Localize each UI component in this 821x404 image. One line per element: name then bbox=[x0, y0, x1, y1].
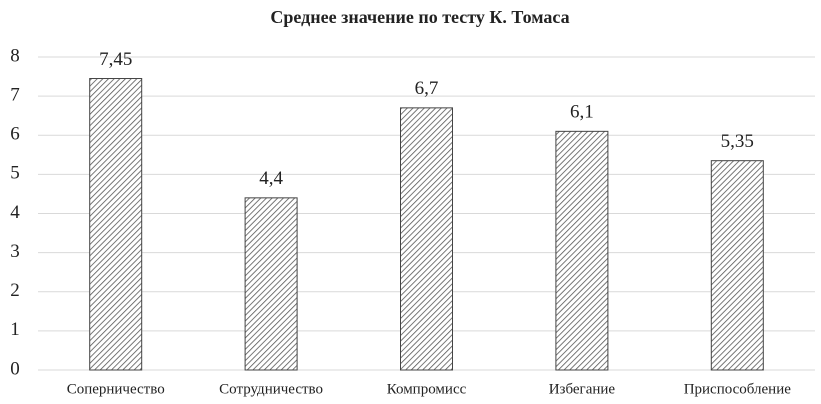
bar bbox=[89, 78, 143, 371]
x-tick-label: Соперничество bbox=[67, 381, 165, 397]
y-tick-label: 8 bbox=[10, 45, 20, 66]
y-tick-label: 3 bbox=[10, 241, 20, 262]
data-label: 5,35 bbox=[721, 131, 754, 152]
y-tick-label: 4 bbox=[10, 202, 20, 223]
x-tick-label: Избегание bbox=[549, 381, 616, 397]
chart-title: Среднее значение по тесту К. Томаса bbox=[270, 7, 569, 27]
x-tick-label: Приспособление bbox=[684, 381, 792, 397]
y-tick-label: 5 bbox=[10, 163, 20, 184]
bar bbox=[244, 197, 298, 371]
bar bbox=[400, 107, 453, 371]
y-tick-label: 0 bbox=[10, 358, 20, 379]
data-label: 4,4 bbox=[259, 168, 283, 189]
y-tick-label: 1 bbox=[10, 319, 20, 340]
data-label: 6,1 bbox=[570, 102, 594, 123]
y-tick-label: 6 bbox=[10, 124, 20, 145]
bar bbox=[710, 160, 764, 371]
data-label: 7,45 bbox=[99, 49, 132, 70]
y-tick-label: 2 bbox=[10, 280, 20, 301]
data-label: 6,7 bbox=[415, 78, 439, 99]
bar bbox=[555, 130, 609, 371]
y-tick-label: 7 bbox=[10, 84, 20, 105]
x-tick-label: Сотрудничество bbox=[219, 381, 323, 397]
x-tick-label: Компромисс bbox=[387, 381, 467, 397]
